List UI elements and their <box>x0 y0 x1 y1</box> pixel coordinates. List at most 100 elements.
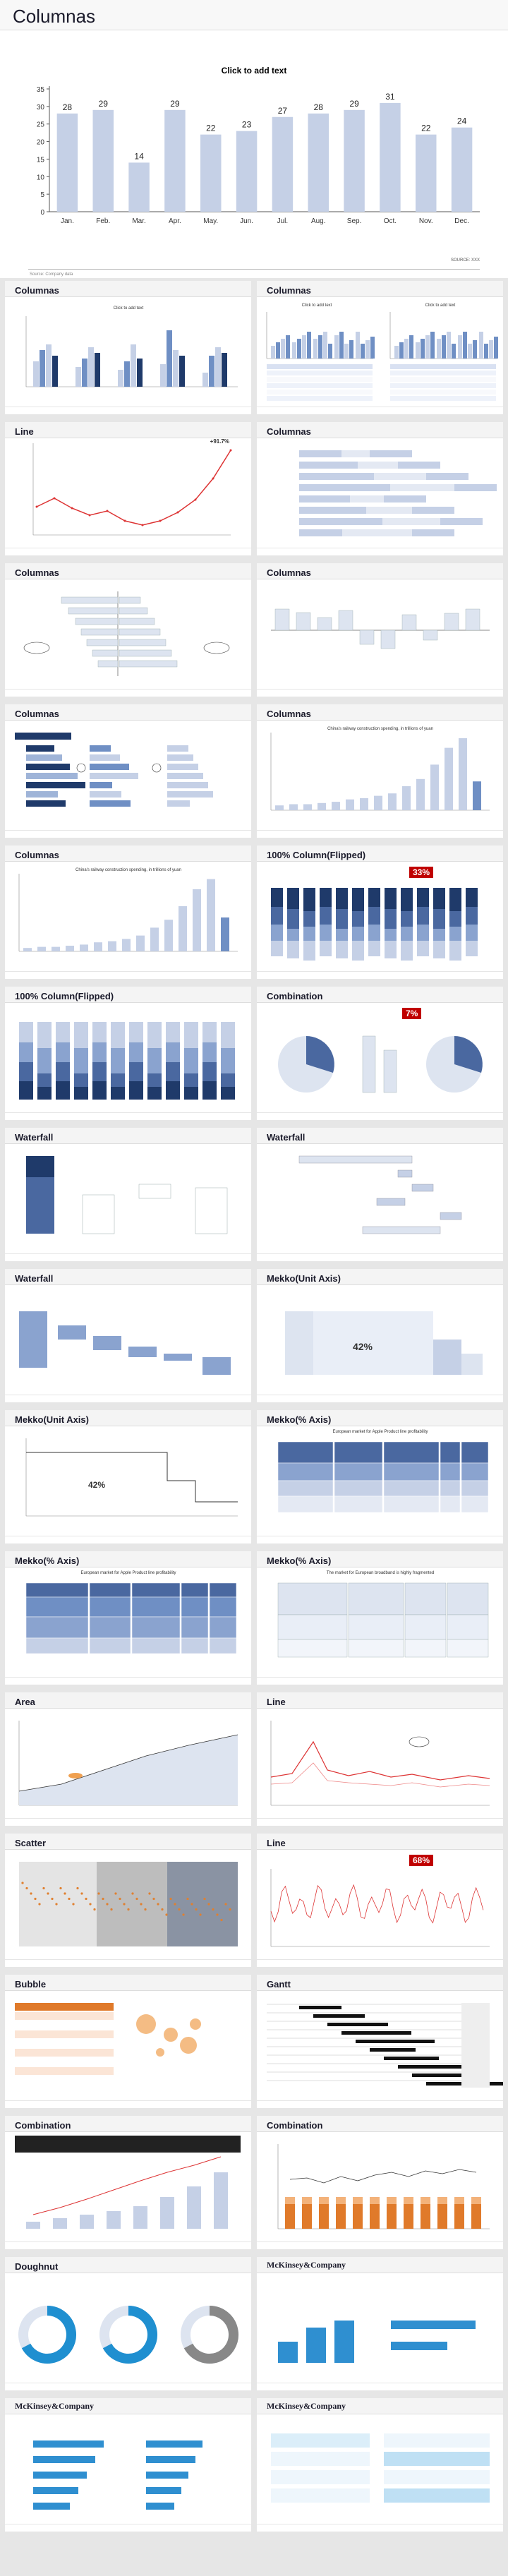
slide-thumbnail[interactable]: McKinsey&Company <box>5 2398 251 2532</box>
slide-thumbnail[interactable]: Combination <box>257 2116 503 2249</box>
bar <box>133 2206 147 2229</box>
scatter-point <box>169 1897 172 1901</box>
slide-header <box>257 2116 503 2132</box>
scatter-point <box>55 1903 58 1906</box>
slide-header <box>5 281 251 297</box>
table-row <box>267 383 373 388</box>
bar <box>146 2487 181 2494</box>
series-line <box>270 1762 490 1788</box>
chart-caption: Click to add text <box>425 303 456 308</box>
text-block <box>271 2433 370 2448</box>
bar <box>494 337 498 359</box>
main-slide[interactable]: Columnas Click to add text 0 5 10 15 20 25 30 35… <box>0 0 508 278</box>
slide-thumbnail[interactable]: Mekko(Unit Axis) 42% <box>257 1269 503 1402</box>
slide-thumbnail[interactable]: Waterfall <box>5 1269 251 1402</box>
bar <box>33 361 39 387</box>
bar <box>445 747 453 810</box>
table-row <box>15 2067 114 2075</box>
slide-thumbnail[interactable]: McKinsey&Company <box>257 2398 503 2532</box>
table-row <box>390 371 496 375</box>
slide-thumbnail[interactable]: Line <box>257 1692 503 1826</box>
bar <box>276 342 280 359</box>
data-label: 22 <box>206 124 216 133</box>
slide-thumbnail[interactable]: Line +91.7% <box>5 422 251 555</box>
slide-thumbnail[interactable]: Doughnut <box>5 2257 251 2390</box>
stack-segment <box>352 927 364 941</box>
bar <box>362 1035 376 1093</box>
slide-thumbnail[interactable]: Mekko(Unit Axis) 42% <box>5 1410 251 1543</box>
bar <box>26 791 58 798</box>
bar <box>33 2440 104 2448</box>
slide-thumbnail[interactable]: Columnas Click to add text <box>5 281 251 414</box>
bar <box>19 1311 47 1368</box>
slide-footer <box>257 1395 503 1402</box>
slide-title: Gantt <box>267 1979 291 1990</box>
bar <box>437 2204 447 2229</box>
bar <box>471 2197 481 2204</box>
slide-thumbnail[interactable]: Mekko(% Axis) European market for Apple P… <box>257 1410 503 1543</box>
slide-footer <box>257 689 503 697</box>
bubble <box>180 2037 197 2054</box>
gantt-bar <box>412 2074 485 2077</box>
stack-segment <box>56 1081 70 1100</box>
bar-segment <box>370 450 412 457</box>
slide-thumbnail[interactable]: Columnas <box>5 704 251 838</box>
slide-chart <box>267 2003 503 2088</box>
slide-thumbnail[interactable]: Columnas <box>5 563 251 697</box>
slide-thumbnail[interactable]: Mekko(% Axis) European market for Apple P… <box>5 1551 251 1685</box>
slide-thumbnail[interactable]: 100% Column(Flipped) 33% <box>257 845 503 979</box>
stack-segment <box>19 1062 33 1081</box>
bar <box>88 347 94 387</box>
mekko-cell <box>89 1637 131 1654</box>
bar <box>33 2503 70 2510</box>
slide-thumbnail[interactable]: 100% Column(Flipped) <box>5 987 251 1120</box>
stack-segment <box>368 888 380 907</box>
bar <box>338 610 353 631</box>
bar <box>473 340 477 359</box>
stack-segment <box>449 888 461 911</box>
slide-chart <box>19 1311 231 1375</box>
chart-title: Click to add text <box>222 66 287 76</box>
slide-thumbnail[interactable]: Combination 7% <box>257 987 503 1120</box>
bar <box>479 332 483 359</box>
doughnut-arc <box>183 2306 238 2364</box>
slide-thumbnail[interactable]: Line 68% <box>257 1834 503 1967</box>
scatter-point <box>119 1897 121 1901</box>
slide-thumbnail[interactable]: Mekko(% Axis) The market for European bro… <box>257 1551 503 1685</box>
stack-segment <box>74 1048 88 1073</box>
gantt-bar <box>299 2006 341 2009</box>
slide-title: Line <box>267 1838 286 1848</box>
slide-thumbnail[interactable]: McKinsey&Company <box>257 2257 503 2390</box>
mekko-cell <box>209 1616 237 1639</box>
mekko-cell <box>383 1441 440 1464</box>
mekko-block <box>433 1340 461 1375</box>
scatter-point <box>76 1886 79 1890</box>
mekko-cell <box>131 1637 181 1654</box>
stack-segment <box>74 1022 88 1048</box>
bar <box>164 109 186 212</box>
slide-thumbnail[interactable]: Waterfall <box>257 1128 503 1261</box>
slide-thumbnail[interactable]: Columnas <box>257 422 503 555</box>
slide-chart: 42% <box>285 1311 483 1375</box>
bar <box>195 1187 228 1234</box>
slide-thumbnail[interactable]: Combination <box>5 2116 251 2249</box>
slide-thumbnail[interactable]: Bubble <box>5 1975 251 2108</box>
slide-thumbnail[interactable]: Area <box>5 1692 251 1826</box>
bar <box>33 2456 95 2463</box>
stack-segment <box>401 927 413 941</box>
stack-segment <box>287 941 299 958</box>
bar <box>286 335 290 359</box>
bar-segment <box>454 484 497 491</box>
slide-thumbnail[interactable]: Scatter <box>5 1834 251 1967</box>
bar <box>452 344 456 359</box>
stack-segment <box>202 1081 217 1100</box>
slide-thumbnail[interactable]: Columnas China's railway construction spe… <box>5 845 251 979</box>
slide-thumbnail[interactable]: Columnas Click to add text Click to add te… <box>257 281 503 414</box>
slide-thumbnail[interactable]: Waterfall <box>5 1128 251 1261</box>
slide-thumbnail[interactable]: Columnas <box>257 563 503 697</box>
stack-segment <box>111 1048 125 1073</box>
scatter-point <box>93 1908 96 1911</box>
slide-thumbnail[interactable]: Gantt <box>257 1975 503 2108</box>
mekko-cell <box>209 1637 237 1654</box>
slide-thumbnail[interactable]: Columnas China's railway construction spe… <box>257 704 503 838</box>
